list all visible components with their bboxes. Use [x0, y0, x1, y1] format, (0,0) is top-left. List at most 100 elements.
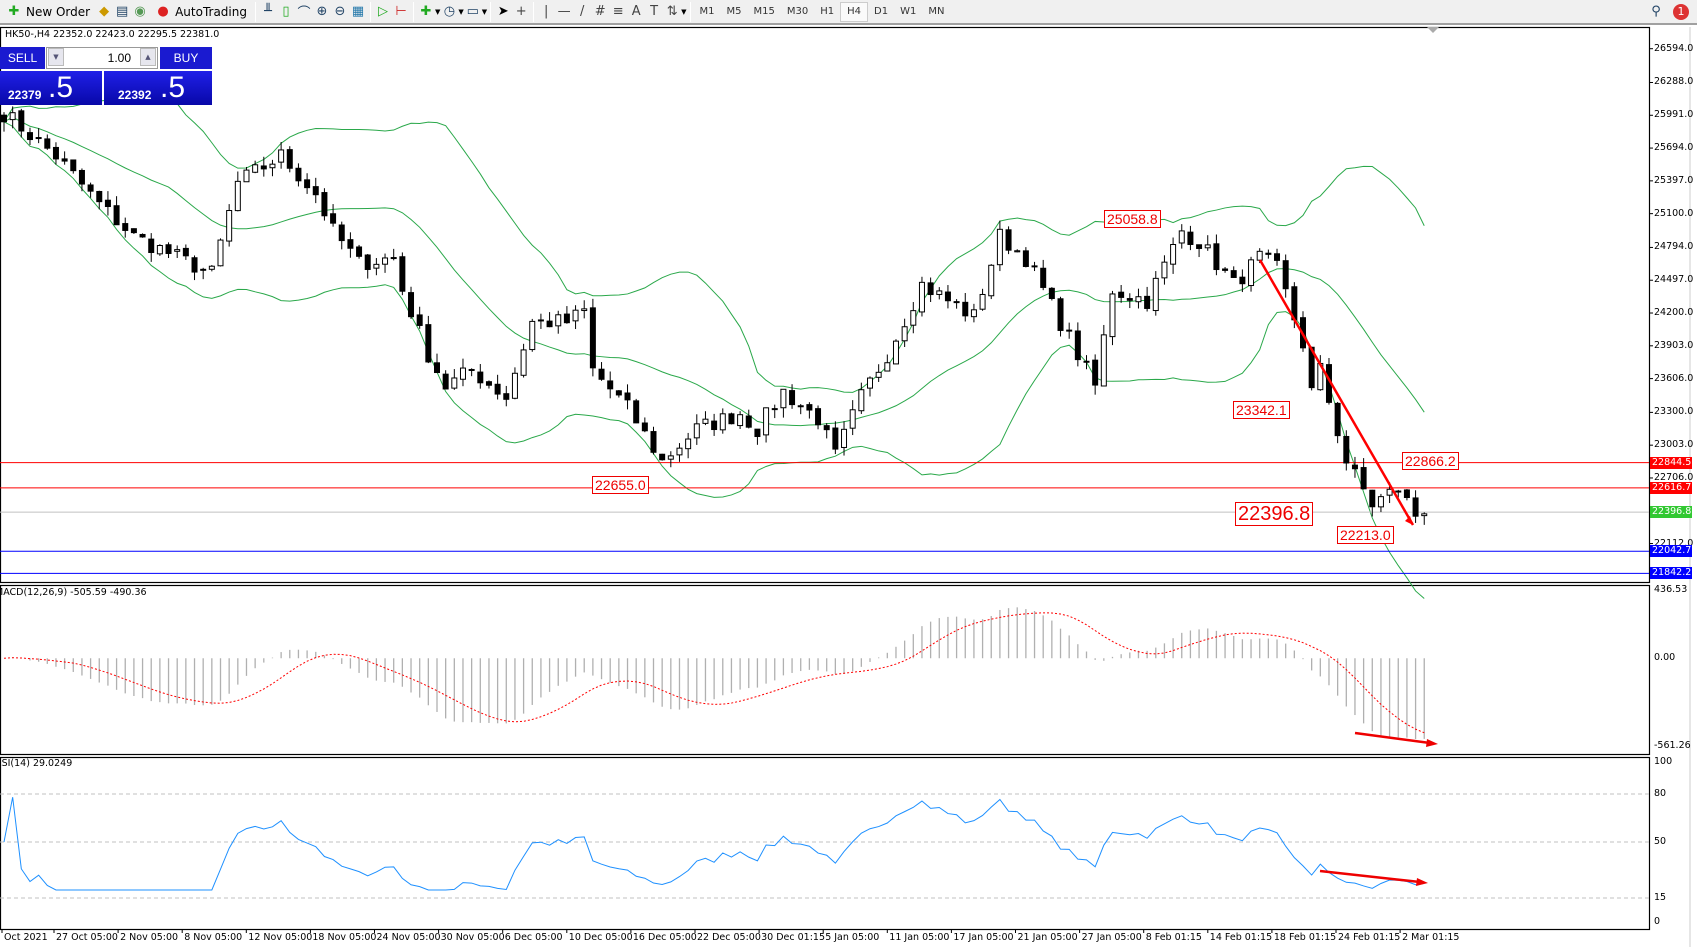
chart-shift-marker[interactable]: [1427, 27, 1439, 33]
notifications-badge[interactable]: 1: [1673, 3, 1689, 20]
candle: [87, 182, 94, 198]
timeframe-mn[interactable]: MN: [928, 6, 945, 17]
timeframe-m5[interactable]: M5: [726, 6, 742, 17]
candle: [1196, 244, 1203, 258]
timeframe-h1[interactable]: H1: [820, 6, 835, 17]
line-chart-icon[interactable]: ⌒: [297, 6, 311, 21]
candle: [780, 388, 787, 418]
trendline[interactable]: [1258, 259, 1415, 526]
sell-button[interactable]: SELL: [0, 47, 45, 69]
candle: [148, 233, 155, 262]
text-icon[interactable]: A: [631, 4, 641, 19]
candle: [823, 423, 830, 439]
macd-arrow[interactable]: [1354, 731, 1431, 745]
new-order-button[interactable]: ✚ New Order: [0, 1, 95, 23]
candle: [589, 298, 596, 377]
price-annotation[interactable]: 25058.8: [1104, 210, 1161, 228]
candle: [1100, 324, 1107, 387]
timeframe-m30[interactable]: M30: [786, 6, 809, 17]
candle: [373, 258, 380, 276]
zoom-out-icon[interactable]: ⊖: [334, 4, 346, 19]
candle: [555, 310, 562, 334]
price-axis-label: 23903.0: [1654, 339, 1694, 351]
timeframe-m15[interactable]: M15: [753, 6, 775, 17]
chart-shift-icon[interactable]: ⊢: [395, 4, 407, 19]
templates-icon[interactable]: ▭: [466, 4, 479, 19]
candle: [96, 190, 103, 210]
candle: [1005, 226, 1012, 255]
new-order-icon: ✚: [8, 4, 20, 19]
equidistant-channel-icon[interactable]: #: [594, 4, 606, 19]
candle: [1421, 512, 1428, 525]
timeframe-m1[interactable]: M1: [699, 6, 715, 17]
fibonacci-icon[interactable]: ≡: [612, 4, 624, 19]
candle: [304, 173, 311, 194]
candle: [607, 371, 614, 399]
auto-scroll-icon[interactable]: ▷: [377, 4, 388, 19]
candle: [598, 362, 605, 381]
zoom-in-icon[interactable]: ⊕: [316, 4, 328, 19]
autotrading-icon: ●: [157, 4, 169, 19]
candle: [1213, 234, 1220, 276]
sell-price-box[interactable]: 22379.5: [0, 71, 102, 105]
macd-axis-label: 0.00: [1654, 652, 1676, 664]
horizontal-line-icon[interactable]: —: [557, 4, 571, 19]
candle: [139, 233, 146, 238]
candle: [1351, 456, 1358, 478]
candle: [962, 293, 969, 322]
market-watch-icon[interactable]: ◆: [99, 4, 110, 19]
candle: [1248, 256, 1255, 292]
arrows-icon[interactable]: ⇅: [666, 4, 678, 19]
text-label-icon[interactable]: T: [650, 4, 659, 19]
time-axis-label: 27 Oct 05:00: [56, 932, 118, 943]
volume-decrease-button[interactable]: ▼: [48, 48, 64, 66]
crosshair-icon[interactable]: +: [515, 4, 527, 19]
autotrading-button[interactable]: ● AutoTrading: [149, 1, 252, 23]
candle: [234, 171, 241, 212]
candle: [711, 413, 718, 436]
tile-windows-icon[interactable]: ▦: [351, 4, 365, 19]
candlestick-icon[interactable]: ▯: [282, 4, 290, 19]
buy-button[interactable]: BUY: [160, 47, 212, 69]
timeframe-h4[interactable]: H4: [840, 1, 869, 22]
rsi-axis-label: 0: [1654, 916, 1661, 927]
rsi-arrow[interactable]: [1319, 869, 1421, 884]
trendline-icon[interactable]: /: [579, 4, 585, 19]
time-axis-label: 5 Jan 05:00: [825, 932, 880, 943]
candle: [1412, 490, 1419, 523]
vertical-line-icon[interactable]: |: [543, 4, 549, 19]
candle: [650, 426, 657, 455]
candle: [1066, 322, 1073, 339]
time-axis-label: 14 Feb 01:15: [1209, 932, 1273, 943]
time-axis-label: 16 Dec 05:00: [632, 932, 697, 943]
price-axis-label: 26594.0: [1654, 42, 1694, 54]
buy-price-box[interactable]: 22392.5: [104, 71, 212, 105]
candle: [1135, 288, 1142, 309]
candle: [477, 364, 484, 389]
price-axis-label: 24200.0: [1654, 307, 1694, 319]
price-annotation[interactable]: 22866.2: [1402, 452, 1459, 470]
cursor-icon[interactable]: ➤: [497, 4, 509, 19]
price-annotation[interactable]: 22655.0: [592, 476, 649, 494]
candle: [815, 405, 822, 430]
timeframe-w1[interactable]: W1: [900, 6, 917, 17]
periods-icon[interactable]: ◷: [443, 4, 456, 19]
data-window-icon[interactable]: ▤: [115, 4, 129, 19]
bar-chart-icon[interactable]: ╨: [264, 4, 272, 19]
search-icon[interactable]: ⚲: [1651, 4, 1661, 19]
signals-icon[interactable]: ◉: [134, 4, 146, 19]
indicators-icon[interactable]: ✚: [420, 4, 432, 19]
candle: [1204, 235, 1211, 251]
price-annotation[interactable]: 23342.1: [1233, 401, 1290, 419]
price-axis-label: 25694.0: [1654, 142, 1694, 154]
candle: [1377, 493, 1384, 513]
volume-input[interactable]: 1.00: [46, 47, 158, 69]
price-annotation[interactable]: 22396.8: [1235, 502, 1314, 526]
price-axis-label: 23606.0: [1654, 372, 1694, 384]
price-annotation[interactable]: 22213.0: [1337, 526, 1394, 544]
volume-increase-button[interactable]: ▲: [140, 48, 156, 66]
candle: [875, 364, 882, 382]
timeframe-d1[interactable]: D1: [874, 6, 889, 17]
time-axis-label: 12 Nov 05:00: [248, 932, 313, 943]
